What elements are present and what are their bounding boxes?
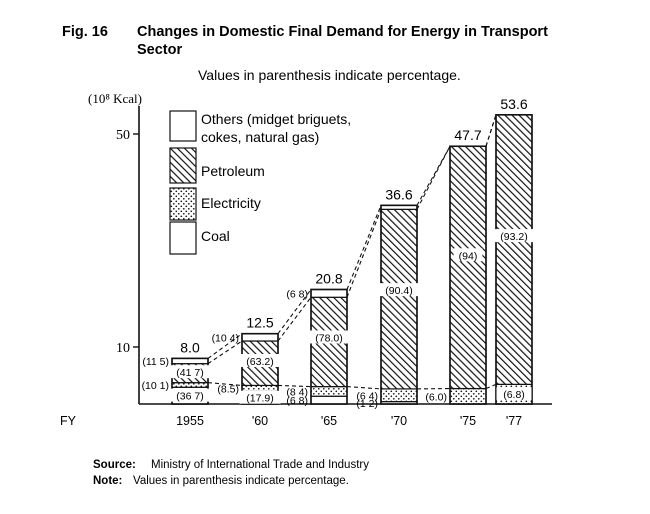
connector-total [277, 289, 312, 335]
figure-title-line2: Sector [137, 42, 182, 58]
note-label: Note: [93, 475, 122, 487]
bar-segment-electricity [449, 387, 487, 405]
legend-label-petroleum: Petroleum [201, 163, 265, 179]
bar-total-label: 53.6 [500, 96, 527, 112]
pct-label: (8 4) [286, 386, 308, 398]
pct-label-bg [378, 283, 420, 297]
connector-total [207, 333, 243, 359]
bar-outline [310, 288, 348, 405]
bar-outline [241, 332, 279, 405]
note-text: Values in parenthesis indicate percentag… [133, 475, 349, 487]
pct-label: (93.2) [500, 231, 527, 243]
bar-total-label: 12.5 [246, 315, 273, 331]
source-text: Ministry of International Trade and Indu… [151, 459, 369, 471]
connector-electricity [346, 386, 382, 390]
connector-electricity [207, 382, 243, 386]
x-tick-label: '60 [252, 414, 268, 428]
pct-label: (78.0) [315, 332, 342, 344]
connector-petroleum [346, 209, 382, 298]
pct-label: (90.4) [385, 285, 412, 297]
y-axis-unit: (10⁸ Kcal) [88, 91, 142, 106]
y-ticks: 10 50 [116, 128, 139, 356]
y-tick-label: 10 [116, 341, 130, 356]
pct-label-bg [493, 229, 535, 243]
bar-segment-others [241, 333, 279, 342]
x-tick-label: '65 [321, 414, 337, 428]
x-ticks: 1955 '60 '65 '70 '75 '77 [176, 414, 522, 428]
bar-total-label: 47.7 [454, 127, 481, 143]
source-label: Source: [93, 459, 136, 471]
bar-segment-petroleum [380, 208, 418, 390]
total-labels: 8.0 12.5 20.8 36.6 47.7 53.6 [180, 96, 528, 356]
legend-swatch-electricity [169, 187, 197, 221]
bar-outline [495, 114, 533, 405]
pct-label-bg [308, 330, 350, 344]
pct-label: (17.9) [246, 393, 273, 405]
x-axis-prefix: FY [60, 414, 77, 428]
pct-label: (11 5) [142, 356, 169, 368]
pct-label: (63.2) [246, 356, 273, 368]
connector-petroleum [416, 145, 451, 210]
legend-swatch-coal [169, 221, 197, 255]
bar-segment-electricity [171, 382, 209, 388]
pct-label: (6 4) [356, 390, 378, 402]
bar-total-label: 20.8 [315, 270, 342, 286]
bar-segment-electricity [310, 385, 348, 397]
pct-label: (8.5) [217, 383, 239, 395]
pct-label: (6 8) [286, 395, 308, 407]
pct-label-bg [239, 390, 281, 404]
connector-petroleum [277, 296, 312, 342]
figure-label: Fig. 16 [62, 24, 108, 40]
bar-total-label: 36.6 [385, 186, 412, 202]
legend-label-others-line1: Others (midget briguets, [201, 111, 351, 127]
connector-petroleum [485, 114, 497, 147]
bar-total-label: 8.0 [180, 339, 200, 355]
pct-label-bg [169, 365, 211, 379]
bar-segment-electricity [380, 388, 418, 403]
x-tick-label: '77 [506, 414, 522, 428]
x-tick-label: 1955 [176, 414, 204, 428]
chart-subtitle: Values in parenthesis indicate percentag… [198, 67, 461, 83]
pct-label: (10 4) [212, 332, 239, 344]
bar-segment-petroleum [495, 114, 533, 385]
pct-label: (36 7) [176, 391, 203, 403]
bar-segment-others [310, 288, 348, 298]
legend: Others (midget briguets, cokes, natural … [169, 110, 351, 255]
pct-label-bg [453, 248, 483, 262]
connector-total [346, 205, 382, 290]
connector-petroleum [207, 340, 243, 365]
legend-label-coal: Coal [201, 228, 230, 244]
bar-segment-coal [310, 395, 348, 405]
connector-electricity [485, 383, 497, 390]
legend-swatch-petroleum [169, 147, 197, 184]
connector-total [416, 145, 451, 206]
connector-lines [207, 114, 497, 390]
figure-title-line1: Changes in Domestic Final Demand for Ene… [137, 24, 548, 40]
pct-label: (6.0) [425, 391, 447, 403]
percentage-labels: (36 7) (10 1) (41 7) (11 5) (17.9) (8.5) (63.2… [142, 229, 535, 410]
connector-electricity [277, 384, 312, 388]
pct-label: (10 1) [142, 380, 169, 392]
legend-label-others-line2: cokes, natural gas) [201, 129, 319, 145]
pct-label: (6 8) [286, 288, 308, 300]
pct-label: (1 2) [356, 398, 378, 410]
x-tick-label: '75 [460, 414, 476, 428]
pct-label: (6.8) [503, 389, 525, 401]
pct-label: (41 7) [176, 367, 203, 379]
pct-label-bg [239, 353, 281, 367]
bar-segment-petroleum [449, 145, 487, 390]
pct-label-bg [169, 388, 211, 402]
legend-label-electricity: Electricity [201, 195, 261, 211]
legend-swatch-others [169, 110, 197, 142]
y-tick-label: 50 [116, 128, 130, 143]
bar-outline [171, 357, 209, 405]
pct-label: (94) [459, 250, 478, 262]
bar-outline [380, 204, 418, 405]
bar-outline [449, 145, 487, 405]
bar-segment-electricity [241, 384, 279, 393]
x-tick-label: '70 [391, 414, 407, 428]
pct-label-bg [496, 387, 532, 401]
